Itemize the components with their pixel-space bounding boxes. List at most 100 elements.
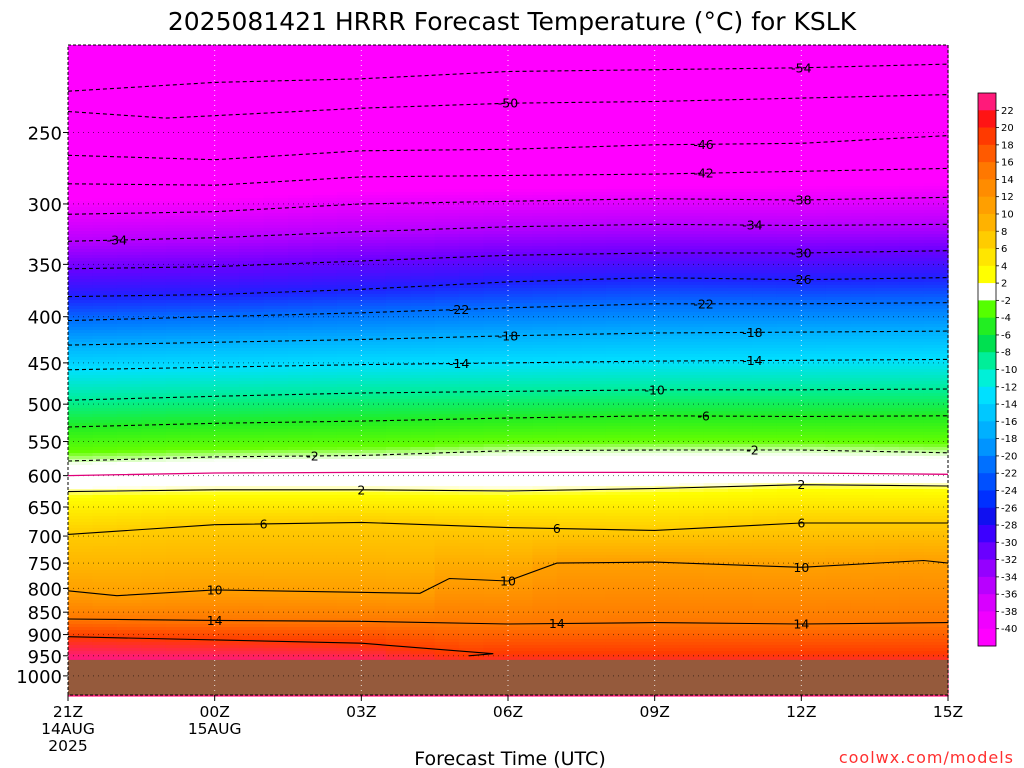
temperature-cell — [190, 171, 216, 175]
temperature-cell — [361, 546, 387, 550]
temperature-cell — [190, 60, 216, 64]
temperature-cell — [459, 501, 485, 505]
temperature-cell — [605, 510, 631, 514]
temperature-cell — [312, 558, 338, 562]
temperature-cell — [214, 615, 240, 619]
temperature-cell — [92, 249, 118, 253]
temperature-cell — [92, 447, 118, 451]
temperature-cell — [288, 654, 314, 658]
temperature-cell — [141, 600, 167, 604]
temperature-cell — [190, 291, 216, 295]
temperature-cell — [312, 606, 338, 610]
temperature-cell — [165, 345, 191, 349]
temperature-cell — [165, 564, 191, 568]
temperature-cell — [165, 102, 191, 106]
temperature-cell — [410, 501, 436, 505]
temperature-cell — [141, 105, 167, 109]
temperature-cell — [581, 627, 607, 631]
temperature-cell — [385, 639, 411, 643]
temperature-cell — [532, 81, 558, 85]
temperature-cell — [239, 489, 265, 493]
temperature-cell — [263, 417, 289, 421]
temperature-cell — [116, 144, 142, 148]
temperature-cell — [141, 228, 167, 232]
temperature-cell — [556, 93, 582, 97]
temperature-cell — [434, 654, 460, 658]
temperature-cell — [556, 396, 582, 400]
temperature-cell — [214, 207, 240, 211]
temperature-cell — [116, 156, 142, 160]
temperature-cell — [288, 231, 314, 235]
temperature-cell — [263, 561, 289, 565]
temperature-cell — [141, 444, 167, 448]
temperature-cell — [263, 336, 289, 340]
temperature-cell — [361, 258, 387, 262]
temperature-cell — [336, 192, 362, 196]
temperature-cell — [556, 357, 582, 361]
temperature-cell — [190, 48, 216, 52]
temperature-cell — [532, 216, 558, 220]
temperature-cell — [483, 111, 509, 115]
temperature-cell — [483, 327, 509, 331]
temperature-cell — [190, 213, 216, 217]
temperature-cell — [361, 291, 387, 295]
temperature-cell — [141, 492, 167, 496]
temperature-cell — [581, 648, 607, 652]
temperature-cell — [581, 576, 607, 580]
temperature-cell — [483, 120, 509, 124]
temperature-cell — [312, 522, 338, 526]
temperature-cell — [532, 303, 558, 307]
temperature-cell — [141, 519, 167, 523]
temperature-cell — [165, 51, 191, 55]
temperature-cell — [434, 351, 460, 355]
temperature-cell — [165, 387, 191, 391]
temperature-cell — [483, 177, 509, 181]
temperature-cell — [483, 597, 509, 601]
temperature-cell — [385, 318, 411, 322]
temperature-cell — [239, 543, 265, 547]
temperature-cell — [459, 276, 485, 280]
temperature-cell — [459, 75, 485, 79]
temperature-cell — [459, 510, 485, 514]
temperature-cell — [288, 264, 314, 268]
temperature-cell — [190, 531, 216, 535]
temperature-cell — [68, 597, 94, 601]
temperature-cell — [312, 618, 338, 622]
temperature-cell — [116, 606, 142, 610]
temperature-cell — [434, 570, 460, 574]
temperature-cell — [312, 468, 338, 472]
temperature-cell — [239, 213, 265, 217]
temperature-cell — [312, 387, 338, 391]
temperature-cell — [508, 642, 534, 646]
temperature-cell — [556, 579, 582, 583]
temperature-cell — [410, 639, 436, 643]
temperature-cell — [459, 240, 485, 244]
temperature-cell — [605, 96, 631, 100]
temperature-cell — [459, 498, 485, 502]
temperature-cell — [239, 567, 265, 571]
temperature-cell — [239, 525, 265, 529]
temperature-cell — [288, 645, 314, 649]
temperature-cell — [165, 66, 191, 70]
temperature-cell — [361, 156, 387, 160]
temperature-cell — [459, 324, 485, 328]
temperature-cell — [556, 609, 582, 613]
temperature-cell — [532, 84, 558, 88]
temperature-cell — [190, 537, 216, 541]
temperature-cell — [361, 204, 387, 208]
temperature-cell — [336, 366, 362, 370]
temperature-cell — [581, 399, 607, 403]
temperature-cell — [508, 330, 534, 334]
temperature-cell — [165, 294, 191, 298]
temperature-cell — [336, 264, 362, 268]
temperature-cell — [385, 288, 411, 292]
temperature-cell — [165, 138, 191, 142]
temperature-cell — [605, 624, 631, 628]
temperature-cell — [165, 432, 191, 436]
temperature-cell — [532, 108, 558, 112]
temperature-cell — [116, 135, 142, 139]
temperature-cell — [214, 315, 240, 319]
temperature-cell — [92, 597, 118, 601]
temperature-cell — [141, 330, 167, 334]
temperature-cell — [116, 108, 142, 112]
